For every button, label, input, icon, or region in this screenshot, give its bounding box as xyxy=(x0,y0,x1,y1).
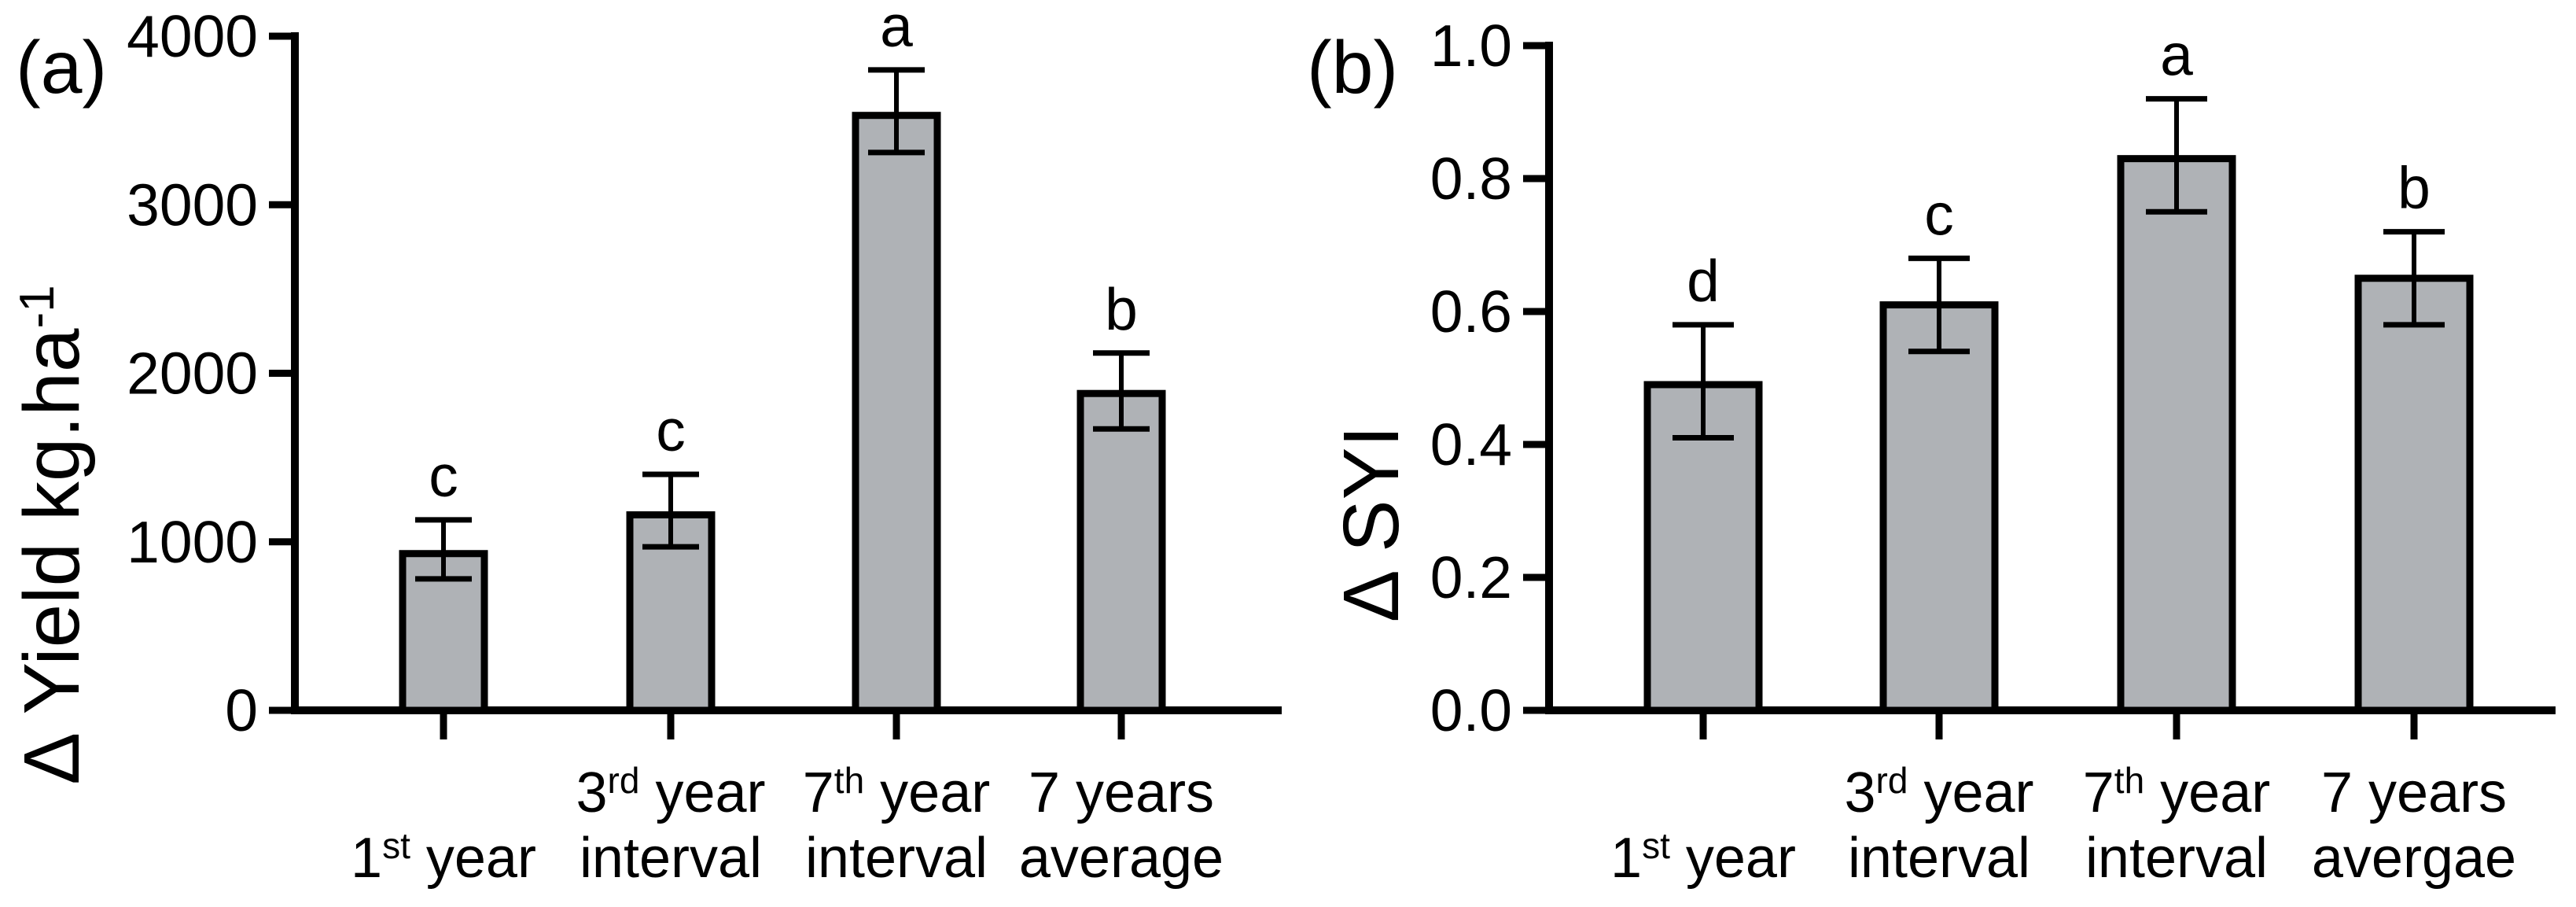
y-tick-label: 0.2 xyxy=(1430,544,1512,610)
y-tick-label: 1000 xyxy=(127,509,258,575)
x-category-label: average xyxy=(1019,827,1224,890)
bar xyxy=(1076,389,1166,714)
x-category-label: 7 years xyxy=(2321,761,2507,824)
sig-letter: c xyxy=(656,397,686,463)
x-category-label: 7th year xyxy=(2083,760,2271,824)
y-tick-label: 0.4 xyxy=(1430,411,1512,477)
panel-label: (b) xyxy=(1307,26,1398,109)
y-tick-label: 1.0 xyxy=(1430,13,1512,79)
y-tick-label: 0 xyxy=(225,677,258,743)
sig-letter: b xyxy=(1105,276,1138,342)
x-category-label: 1st year xyxy=(1610,825,1796,890)
sig-letter: c xyxy=(429,443,458,509)
y-tick-label: 2000 xyxy=(127,341,258,407)
sig-letter: c xyxy=(1924,181,1954,247)
x-category-label: 7 years xyxy=(1029,761,1214,824)
bar xyxy=(1879,301,1999,714)
sig-letter: a xyxy=(2160,22,2193,88)
x-category-label: 7th year xyxy=(803,760,991,824)
sig-letter: b xyxy=(2398,155,2431,221)
bar xyxy=(2354,275,2474,714)
y-tick-label: 4000 xyxy=(127,3,258,69)
bar xyxy=(852,112,941,714)
x-category-label: interval xyxy=(805,827,988,890)
x-category-label: interval xyxy=(2085,827,2268,890)
y-tick-label: 3000 xyxy=(127,171,258,238)
y-axis-title: Δ Yield kg.ha-1 xyxy=(8,285,96,784)
bar xyxy=(2117,155,2236,714)
y-tick-label: 0.0 xyxy=(1430,677,1512,743)
panel-label: (a) xyxy=(16,26,107,109)
x-category-label: 3rd year xyxy=(576,760,765,824)
x-category-label: 3rd year xyxy=(1844,760,2033,824)
x-category-label: interval xyxy=(1848,827,2030,890)
sig-letter: a xyxy=(880,0,913,59)
y-tick-label: 0.8 xyxy=(1430,146,1512,212)
y-axis-title: Δ SYI xyxy=(1327,426,1415,622)
x-category-label: 1st year xyxy=(351,825,536,890)
x-category-label: interval xyxy=(580,827,762,890)
sig-letter: d xyxy=(1687,248,1720,314)
x-category-label: avergae xyxy=(2312,827,2516,890)
y-tick-label: 0.6 xyxy=(1430,278,1512,345)
